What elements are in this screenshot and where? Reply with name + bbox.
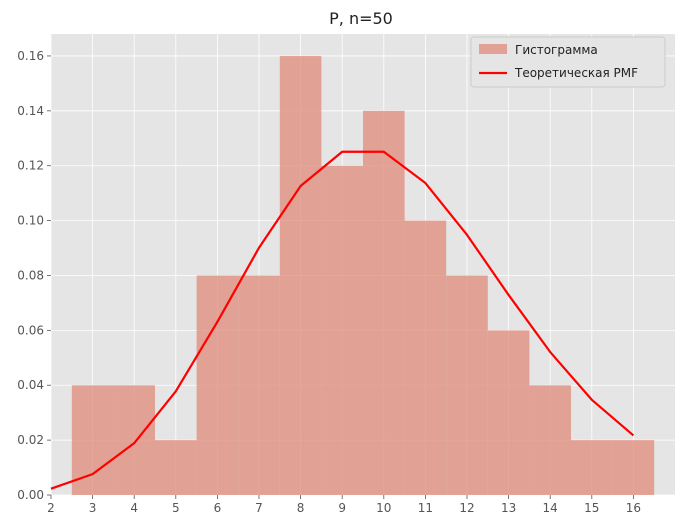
histogram-bar-11: [529, 385, 571, 495]
histogram-bar-13: [612, 440, 655, 495]
histogram-bar-7: [363, 110, 405, 495]
x-tick-label-2: 4: [130, 501, 138, 515]
x-tick-label-7: 9: [338, 501, 346, 515]
y-tick-label-0: 0.00: [17, 488, 44, 502]
x-tick-label-6: 8: [297, 501, 305, 515]
legend-label-pmf: Теоретическая PMF: [514, 66, 638, 80]
histogram-bar-3: [196, 275, 239, 495]
y-tick-label-5: 0.10: [17, 214, 44, 228]
y-tick-label-7: 0.14: [17, 104, 44, 118]
histogram-bar-9: [446, 275, 488, 495]
histogram-bar-12: [571, 440, 613, 495]
x-tick-label-5: 7: [255, 501, 263, 515]
x-tick-label-9: 11: [418, 501, 433, 515]
y-tick-label-6: 0.12: [17, 159, 44, 173]
x-tick-label-8: 10: [376, 501, 391, 515]
x-tick-label-13: 15: [584, 501, 599, 515]
x-tick-label-12: 14: [543, 501, 558, 515]
legend-box: [470, 36, 666, 88]
x-tick-label-11: 13: [501, 501, 516, 515]
x-tick-label-1: 3: [89, 501, 97, 515]
chart-title: P, n=50: [329, 9, 393, 28]
histogram-bar-8: [404, 220, 447, 495]
x-tick-label-10: 12: [459, 501, 474, 515]
x-tick-label-3: 5: [172, 501, 180, 515]
histogram-bar-1: [113, 385, 155, 495]
x-tick-label-14: 16: [626, 501, 641, 515]
legend: Гистограмма Теоретическая PMF: [470, 36, 666, 88]
pmf-line: [50, 150, 635, 490]
y-tick-label-8: 0.16: [17, 49, 44, 63]
x-tick-label-0: 2: [47, 501, 55, 515]
x-tick-label-4: 6: [214, 501, 222, 515]
x-axis: 2 3 4 5 6 7 8 9 10 11 12 13 14 15 16: [47, 495, 641, 515]
histogram-bar-6: [321, 165, 363, 495]
histogram-bars: [71, 55, 655, 495]
legend-swatch-histogram: [479, 44, 507, 54]
histogram-bar-4: [238, 275, 280, 495]
legend-label-histogram: Гистограмма: [515, 43, 598, 57]
histogram-bar-10: [487, 330, 530, 495]
histogram-bar-0: [71, 385, 114, 495]
y-tick-label-3: 0.06: [17, 323, 44, 337]
histogram-bar-5: [279, 55, 322, 495]
histogram-bar-2: [155, 440, 197, 495]
y-tick-label-4: 0.08: [17, 268, 44, 282]
y-tick-label-1: 0.02: [17, 433, 44, 447]
y-axis: 0.00 0.02 0.04 0.06 0.08 0.10 0.12 0.14 0.16: [17, 49, 51, 502]
y-tick-label-2: 0.04: [17, 378, 44, 392]
